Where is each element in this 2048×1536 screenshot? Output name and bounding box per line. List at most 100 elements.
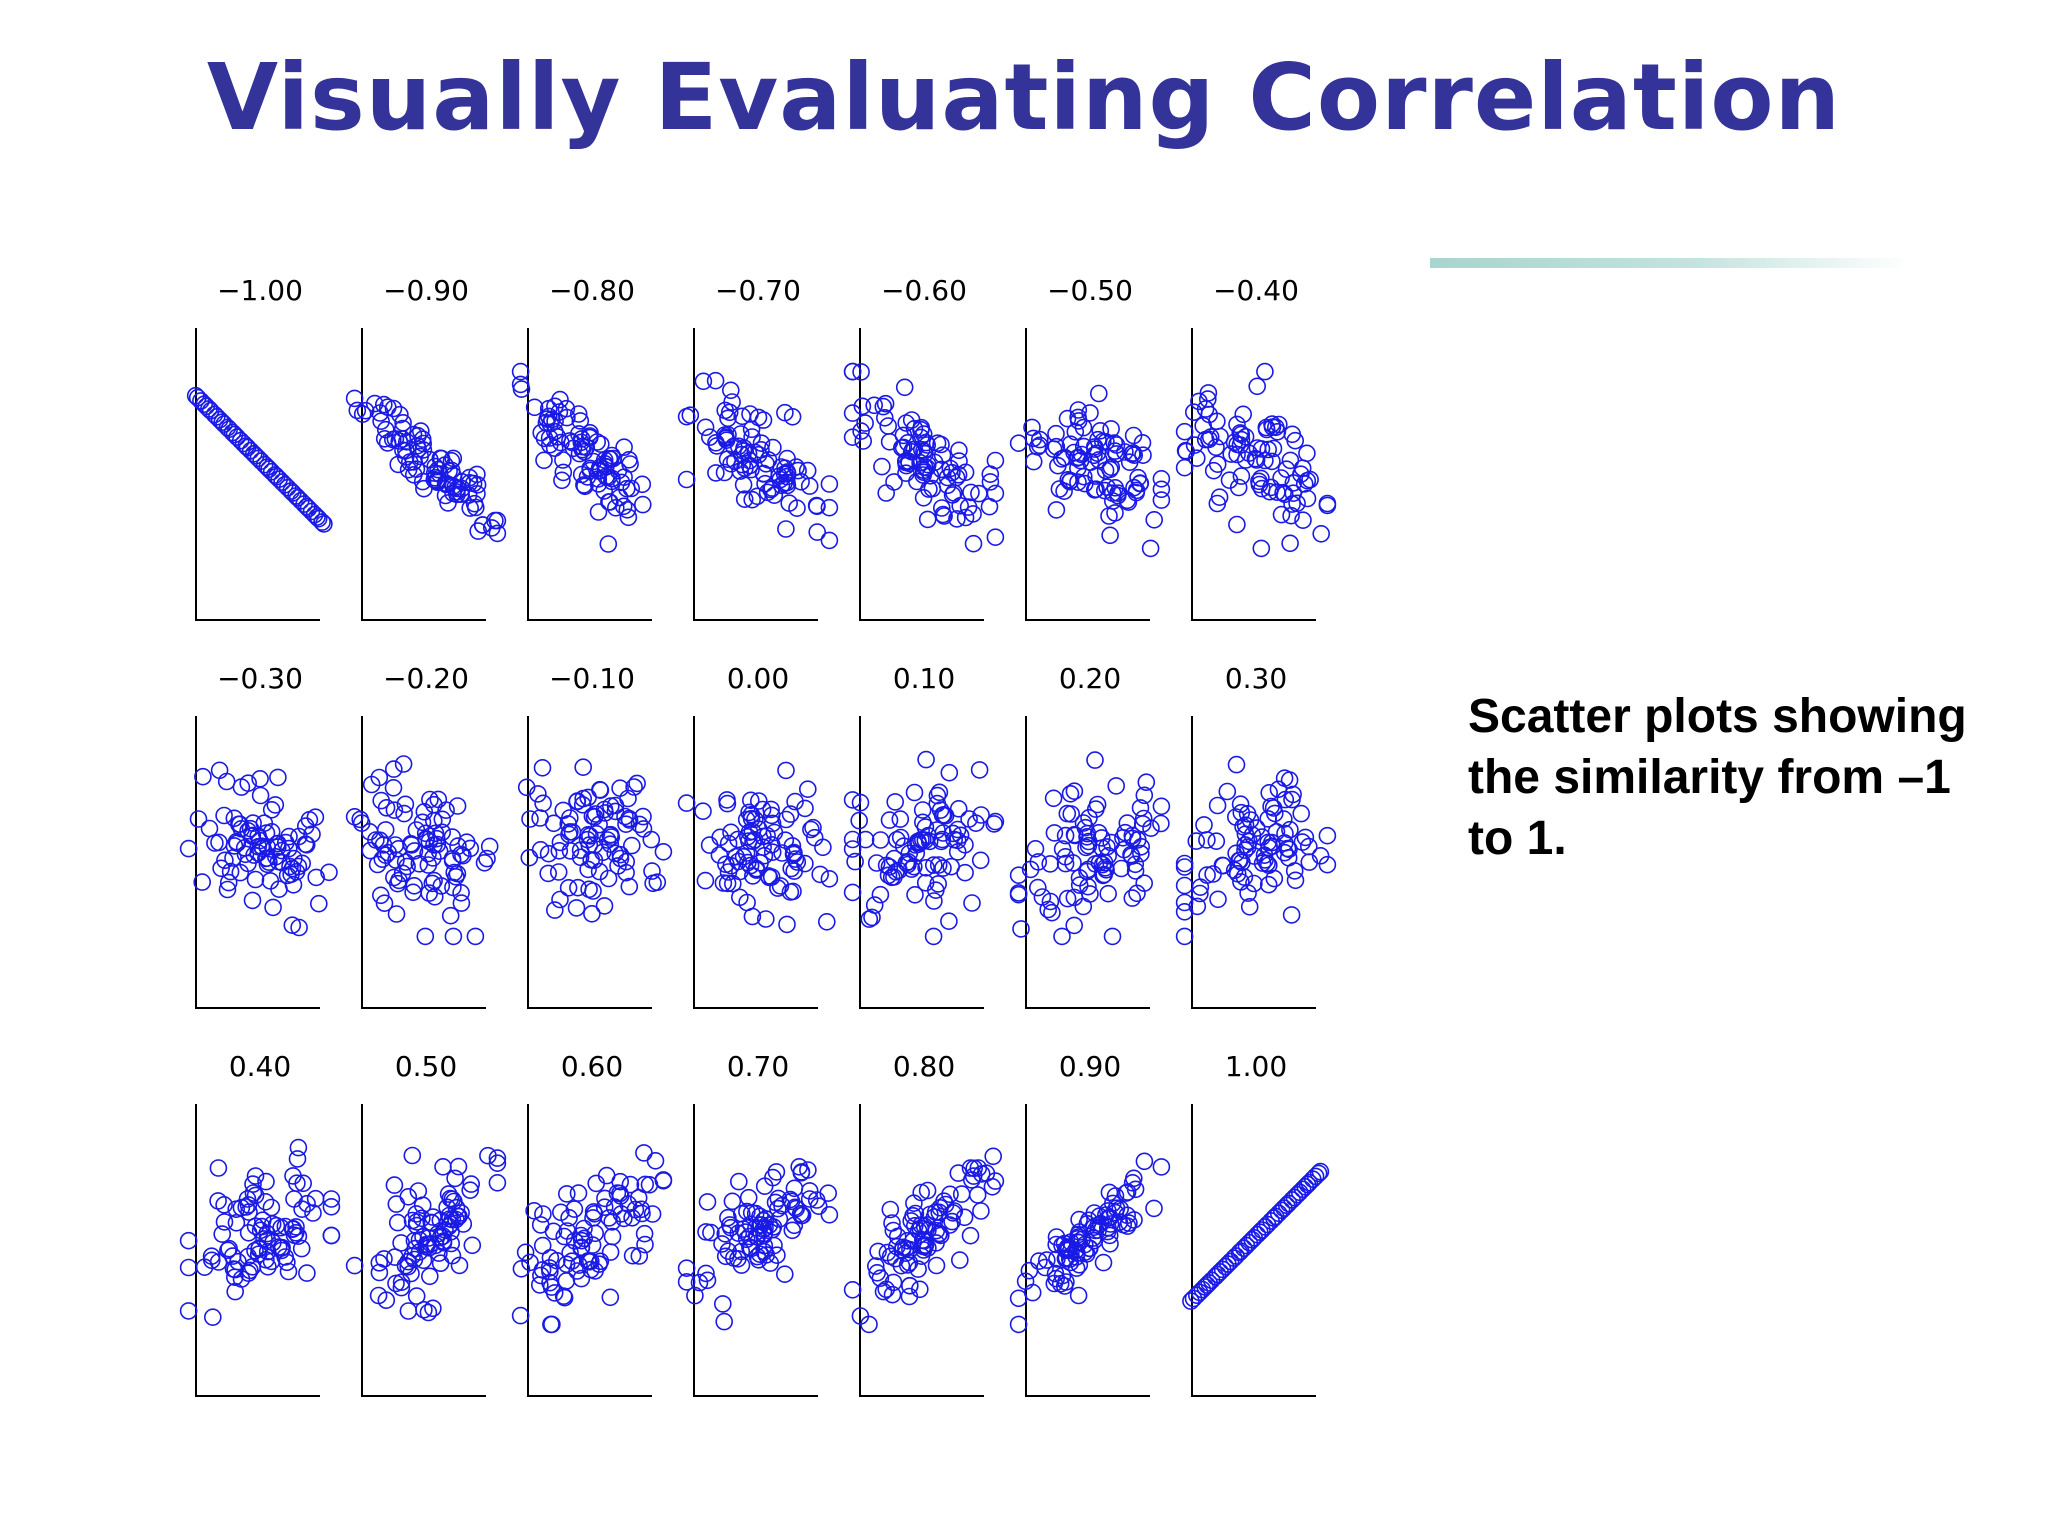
scatter-point — [1105, 434, 1124, 452]
scatter-point — [1253, 1221, 1271, 1239]
scatter-point — [1067, 1259, 1086, 1277]
scatter-point — [919, 826, 937, 845]
scatter-point — [442, 451, 461, 470]
scatter-point — [1021, 860, 1040, 879]
scatter-point — [851, 793, 870, 812]
scatter-point — [1236, 427, 1255, 446]
scatter-point — [888, 830, 906, 849]
scatter-point — [956, 508, 975, 527]
scatter-point — [399, 460, 418, 479]
scatter-point — [755, 1242, 774, 1261]
scatter-point — [1102, 833, 1120, 852]
scatter-point — [1268, 422, 1287, 441]
scatter-point — [571, 848, 590, 867]
scatter-point — [356, 401, 375, 420]
scatter-point — [697, 1264, 715, 1283]
panel-axes — [859, 328, 984, 621]
scatter-point — [694, 372, 713, 391]
scatter-point — [777, 520, 795, 538]
scatter-point — [529, 785, 547, 803]
scatter-point — [217, 772, 236, 791]
scatter-point — [441, 906, 460, 925]
scatter-point — [1259, 440, 1277, 459]
scatter-point — [732, 1242, 751, 1261]
scatter-point — [860, 1315, 878, 1334]
scatter-point — [843, 883, 862, 902]
scatter-point — [905, 1217, 924, 1235]
scatter-point — [603, 469, 621, 488]
scatter-point — [228, 834, 247, 853]
scatter-point — [875, 408, 894, 427]
scatter-point — [1281, 534, 1299, 553]
panel-axes — [693, 328, 818, 621]
scatter-point — [891, 828, 910, 847]
scatter-panel: −0.90 — [345, 274, 507, 621]
scatter-point — [385, 868, 403, 887]
panel-axes — [527, 716, 652, 1009]
scatter-point — [802, 820, 820, 839]
scatter-point — [1090, 1207, 1109, 1225]
scatter-point — [1075, 437, 1093, 456]
scatter-point — [413, 1196, 432, 1214]
scatter-point — [586, 1224, 605, 1243]
scatter-panel: 0.30 — [1175, 662, 1337, 1009]
scatter-point — [387, 1274, 405, 1293]
scatter-point — [928, 786, 947, 805]
scatter-point — [555, 1288, 574, 1307]
panel-axes — [1025, 1104, 1150, 1397]
scatter-point — [696, 418, 715, 437]
scatter-point — [391, 405, 409, 424]
scatter-point — [738, 1202, 756, 1221]
scatter-point — [534, 1205, 552, 1223]
scatter-point — [345, 1256, 364, 1275]
scatter-point — [1095, 865, 1113, 884]
scatter-point — [1046, 1264, 1065, 1283]
panel-axes — [1025, 716, 1150, 1009]
scatter-point — [1082, 453, 1100, 472]
scatter-point — [615, 438, 633, 457]
scatter-point — [1175, 927, 1194, 946]
scatter-point — [1276, 485, 1294, 504]
scatter-point — [1236, 825, 1255, 844]
scatter-point — [1288, 494, 1306, 513]
scatter-point — [601, 1288, 620, 1307]
scatter-point — [950, 452, 968, 470]
scatter-point — [755, 1177, 774, 1195]
scatter-point — [1256, 851, 1274, 869]
scatter-point — [1131, 799, 1150, 817]
scatter-point — [202, 1247, 221, 1265]
scatter-point — [1227, 844, 1245, 863]
scatter-point — [617, 479, 636, 498]
scatter-point — [420, 1267, 439, 1286]
scatter-point — [1107, 436, 1126, 454]
scatter-point — [1175, 876, 1194, 895]
scatter-point — [1285, 862, 1304, 880]
scatter-point — [764, 438, 782, 457]
scatter-point — [289, 1227, 308, 1245]
scatter-point — [698, 1193, 717, 1211]
scatter-point — [432, 449, 451, 468]
scatter-point — [740, 832, 758, 850]
scatter-point — [395, 804, 413, 823]
scatter-point — [452, 479, 471, 498]
scatter-point — [1012, 920, 1030, 938]
scatter-point — [262, 1198, 281, 1217]
scatter-point — [654, 842, 673, 861]
scatter-point — [1231, 795, 1250, 814]
scatter-point — [292, 1239, 311, 1258]
scatter-point — [189, 810, 208, 828]
scatter-point — [1227, 808, 1245, 826]
scatter-point — [1281, 451, 1300, 470]
scatter-point — [538, 410, 557, 428]
scatter-point — [1061, 784, 1080, 803]
scatter-point — [272, 1241, 291, 1260]
scatter-point — [1252, 469, 1270, 488]
scatter-point — [1232, 425, 1251, 444]
scatter-point — [1248, 377, 1266, 396]
scatter-point — [1079, 836, 1098, 855]
scatter-point — [561, 1244, 579, 1262]
scatter-point — [602, 828, 621, 846]
scatter-point — [386, 1248, 404, 1266]
scatter-point — [871, 885, 890, 904]
scatter-point — [194, 767, 212, 786]
